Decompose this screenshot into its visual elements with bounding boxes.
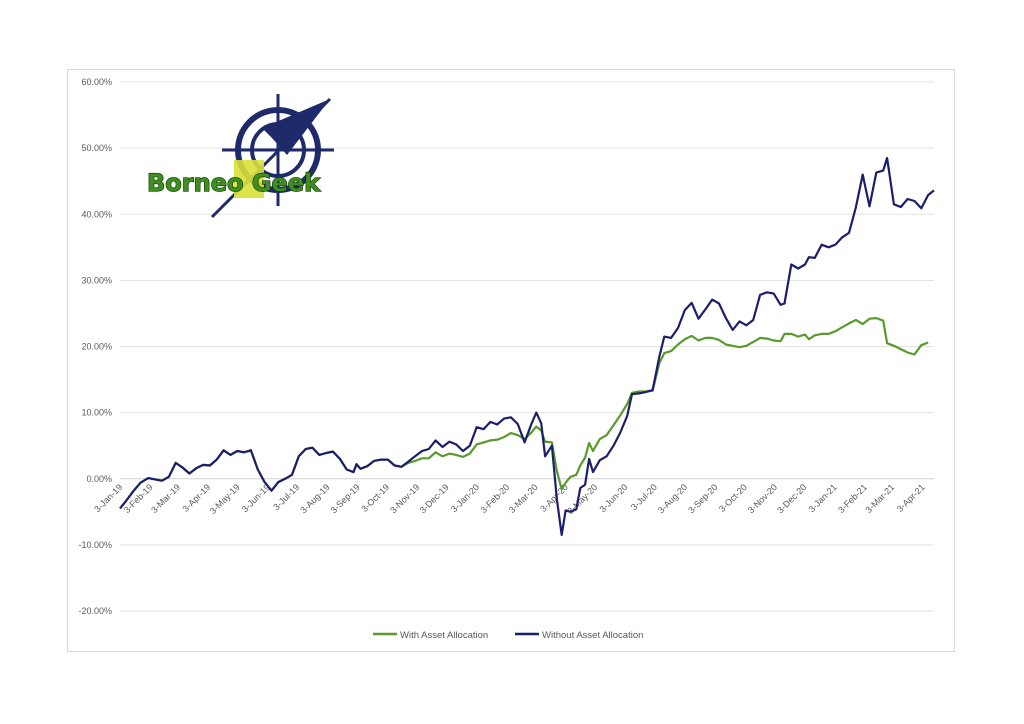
y-tick-label: -10.00%: [78, 540, 112, 550]
x-tick-label: 3-Oct-20: [717, 482, 749, 514]
y-tick-label: 10.00%: [81, 408, 112, 418]
y-tick-label: 20.00%: [81, 342, 112, 352]
legend: With Asset Allocation Without Asset Allo…: [373, 630, 643, 641]
x-tick-label: 3-Nov-19: [388, 482, 421, 515]
x-tick-label: 3-Feb-20: [478, 482, 511, 515]
x-tick-label: 3-May-19: [208, 482, 242, 516]
y-tick-label: 50.00%: [81, 143, 112, 153]
logo-highlight: [234, 160, 264, 198]
compass-icon: [210, 94, 334, 219]
x-tick-label: 3-Jan-20: [449, 482, 481, 514]
x-tick-label: 3-Aug-20: [656, 482, 689, 515]
legend-label-with: With Asset Allocation: [400, 630, 488, 641]
logo-text: Borneo Geek: [147, 169, 321, 197]
chart-frame: [67, 69, 955, 652]
x-axis-ticks: 3-Jan-193-Feb-193-Mar-193-Apr-193-May-19…: [92, 482, 926, 516]
x-tick-label: 3-Aug-19: [298, 482, 331, 515]
x-tick-label: 3-Mar-19: [149, 482, 182, 515]
x-tick-label: 3-Jul-20: [629, 482, 659, 512]
y-axis-ticks: -20.00% -10.00% 0.00% 10.00% 20.00% 30.00% 40.…: [78, 77, 112, 616]
x-tick-label: 3-Dec-20: [775, 482, 808, 515]
x-tick-label: 3-Mar-20: [507, 482, 540, 515]
y-tick-label: -20.00%: [78, 606, 112, 616]
x-tick-label: 3-Sep-20: [686, 482, 719, 515]
x-tick-label: 3-Jun-20: [597, 482, 629, 514]
x-tick-label: 3-Oct-19: [359, 482, 391, 514]
borneo-geek-logo: Borneo Geek: [146, 94, 334, 219]
x-tick-label: 3-Apr-21: [895, 482, 927, 514]
y-tick-label: 60.00%: [81, 77, 112, 87]
y-tick-label: 40.00%: [81, 209, 112, 219]
legend-label-without: Without Asset Allocation: [542, 630, 643, 641]
y-tick-label: 0.00%: [86, 474, 112, 484]
x-tick-label: 3-Jan-19: [92, 482, 124, 514]
y-tick-label: 30.00%: [81, 275, 112, 285]
x-tick-label: 3-Jan-21: [807, 482, 839, 514]
x-tick-label: 3-Mar-21: [864, 482, 897, 515]
x-tick-label: 3-Dec-19: [418, 482, 451, 515]
series-line-without-asset-allocation: [119, 156, 935, 537]
x-tick-label: 3-Nov-20: [746, 482, 779, 515]
x-tick-label: 3-Feb-21: [836, 482, 869, 515]
gridlines: [120, 81, 934, 612]
x-tick-label: 3-Sep-19: [329, 482, 362, 515]
series-lines: [119, 156, 935, 537]
